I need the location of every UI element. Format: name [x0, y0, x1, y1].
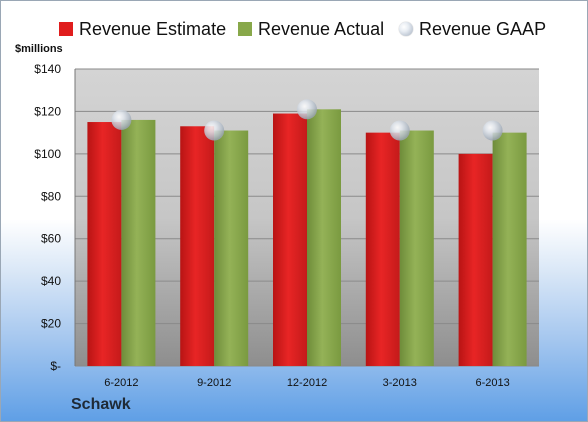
marker-gaap: [389, 120, 410, 141]
y-tick-label: $60: [41, 232, 61, 246]
company-label: Schawk: [71, 396, 131, 413]
x-tick-label: 6-2013: [475, 377, 509, 389]
legend-label-estimate: Revenue Estimate: [79, 18, 227, 39]
legend-swatch-estimate: [59, 22, 73, 36]
bar-actual: [399, 130, 434, 366]
bar-actual: [492, 132, 527, 366]
bar-estimate: [180, 126, 215, 367]
x-tick-label: 12-2012: [287, 377, 327, 389]
bar-estimate: [273, 113, 307, 366]
legend-label-actual: Revenue Actual: [258, 18, 385, 39]
legend-label-gaap: Revenue GAAP: [419, 18, 547, 39]
legend-marker-gaap: [399, 22, 413, 36]
legend-item-estimate: Revenue Estimate: [59, 19, 226, 39]
marker-gaap: [204, 120, 225, 141]
marker-gaap: [482, 120, 503, 141]
bar-estimate: [87, 122, 122, 367]
x-tick-label: 3-2013: [383, 377, 417, 389]
marker-gaap: [297, 99, 317, 120]
y-tick-label: $-: [50, 359, 61, 373]
bar-estimate: [365, 132, 400, 366]
legend-item-actual: Revenue Actual: [238, 19, 384, 39]
bar-estimate: [458, 153, 493, 366]
units-label: $millions: [15, 43, 63, 55]
x-tick-label: 6-2012: [104, 377, 138, 389]
y-tick-label: $80: [41, 189, 61, 203]
bar-actual: [214, 130, 249, 366]
marker-gaap: [111, 109, 132, 130]
legend-item-gaap: Revenue GAAP: [399, 19, 546, 39]
legend: Revenue Estimate Revenue Actual Revenue …: [1, 9, 587, 49]
bar-actual: [121, 119, 156, 367]
y-tick-label: $20: [41, 317, 61, 331]
y-tick-label: $100: [34, 147, 61, 161]
bar-actual: [307, 109, 341, 367]
y-tick-label: $140: [34, 62, 61, 76]
y-tick-label: $120: [34, 104, 61, 118]
legend-swatch-actual: [238, 22, 252, 36]
y-tick-label: $40: [41, 274, 61, 288]
x-tick-label: 9-2012: [197, 377, 231, 389]
